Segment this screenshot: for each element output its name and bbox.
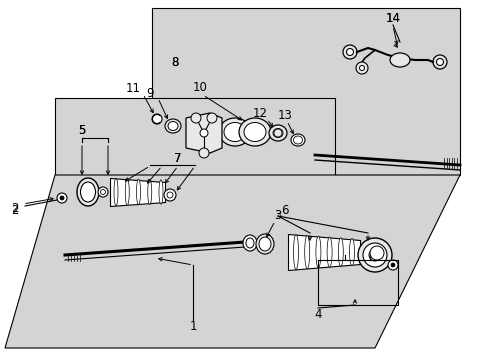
Ellipse shape	[349, 238, 354, 266]
Circle shape	[342, 45, 356, 59]
Ellipse shape	[293, 235, 298, 269]
Text: 2: 2	[11, 202, 19, 215]
Text: 7: 7	[174, 152, 182, 165]
Ellipse shape	[293, 136, 302, 144]
Ellipse shape	[272, 129, 283, 138]
Ellipse shape	[245, 238, 253, 248]
Circle shape	[346, 49, 353, 55]
Text: 6: 6	[281, 203, 288, 216]
Ellipse shape	[239, 118, 270, 146]
Ellipse shape	[304, 235, 309, 269]
Circle shape	[355, 62, 367, 74]
Circle shape	[101, 189, 105, 194]
Text: 5: 5	[78, 123, 85, 136]
Ellipse shape	[357, 238, 391, 272]
Circle shape	[436, 58, 443, 66]
Ellipse shape	[259, 237, 270, 251]
Ellipse shape	[224, 122, 245, 141]
Text: 13: 13	[277, 108, 292, 122]
Polygon shape	[152, 8, 459, 175]
Ellipse shape	[77, 178, 99, 206]
Circle shape	[60, 196, 64, 200]
Ellipse shape	[290, 134, 305, 146]
Circle shape	[368, 249, 380, 261]
Text: 7: 7	[174, 152, 182, 165]
Ellipse shape	[244, 122, 265, 141]
Circle shape	[206, 113, 217, 123]
Circle shape	[57, 193, 67, 203]
Ellipse shape	[136, 179, 140, 205]
Circle shape	[273, 129, 282, 137]
Circle shape	[163, 189, 176, 201]
Text: 14: 14	[385, 12, 400, 24]
Ellipse shape	[362, 243, 386, 267]
Ellipse shape	[125, 179, 129, 205]
Circle shape	[359, 66, 364, 71]
Text: 10: 10	[192, 81, 207, 94]
Text: 11: 11	[125, 81, 140, 95]
Text: 1: 1	[189, 320, 196, 333]
Ellipse shape	[159, 180, 163, 204]
Ellipse shape	[268, 125, 286, 141]
Circle shape	[191, 113, 201, 123]
Ellipse shape	[164, 119, 181, 133]
Text: 4: 4	[314, 309, 321, 321]
Ellipse shape	[369, 246, 383, 260]
Ellipse shape	[81, 182, 95, 202]
Ellipse shape	[389, 53, 409, 67]
Ellipse shape	[219, 118, 250, 146]
Text: 5: 5	[78, 123, 85, 136]
Circle shape	[167, 192, 173, 198]
Polygon shape	[55, 98, 334, 285]
Circle shape	[199, 148, 208, 158]
Circle shape	[200, 129, 207, 137]
Polygon shape	[185, 113, 222, 153]
Circle shape	[432, 55, 446, 69]
Text: 14: 14	[385, 12, 400, 24]
Ellipse shape	[326, 237, 331, 267]
Ellipse shape	[315, 236, 320, 268]
Text: 2: 2	[11, 203, 19, 216]
Ellipse shape	[243, 235, 257, 251]
Circle shape	[387, 260, 397, 270]
Text: 3: 3	[274, 208, 281, 221]
Polygon shape	[5, 175, 459, 348]
Text: 8: 8	[171, 55, 178, 68]
Circle shape	[152, 114, 162, 124]
Ellipse shape	[147, 179, 151, 204]
Ellipse shape	[338, 238, 343, 266]
Text: 8: 8	[171, 55, 178, 68]
Ellipse shape	[256, 234, 273, 254]
Text: 12: 12	[252, 107, 267, 120]
Ellipse shape	[114, 178, 118, 206]
Text: 9: 9	[146, 86, 153, 99]
Circle shape	[98, 187, 108, 197]
Ellipse shape	[168, 122, 178, 131]
Circle shape	[390, 263, 394, 267]
